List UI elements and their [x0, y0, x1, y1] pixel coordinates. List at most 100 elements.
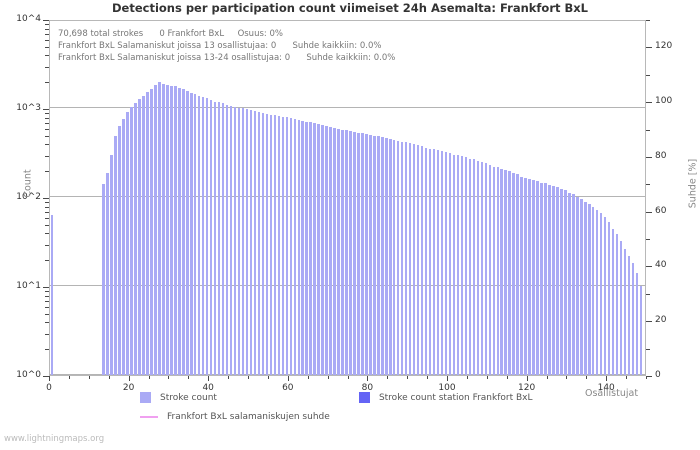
- bar: [134, 102, 137, 375]
- y-axis-left-minor-tick: [45, 295, 49, 297]
- bar: [186, 90, 189, 375]
- y-axis-right-tick-label: 20: [655, 315, 667, 326]
- bar: [170, 85, 173, 375]
- bar: [468, 158, 472, 375]
- bar: [452, 154, 456, 375]
- bar: [162, 83, 165, 375]
- y-axis-right-tick: [646, 47, 652, 49]
- bar: [508, 171, 511, 375]
- annotation-total-strokes: 70,698 total strokes 0 Frankfort BxL Osu…: [58, 29, 283, 39]
- y-axis-right-minor-tick: [646, 293, 650, 295]
- y-axis-left-title: Count: [22, 169, 34, 198]
- bar: [412, 144, 416, 375]
- x-axis-minor-tick: [586, 376, 588, 379]
- y-axis-left-tick: [43, 198, 49, 199]
- y-axis-left-minor-tick: [45, 244, 49, 246]
- bar: [261, 112, 265, 375]
- bar: [174, 86, 177, 375]
- legend-swatch-stroke-count: [140, 392, 151, 403]
- bar: [516, 174, 519, 375]
- y-axis-left-tick: [43, 20, 49, 21]
- y-axis-right-tick-label: 40: [655, 260, 667, 271]
- legend-row-primary: Stroke count Stroke count station Frankf…: [140, 392, 533, 403]
- legend-item-stroke-count[interactable]: Stroke count: [140, 392, 217, 403]
- bar: [249, 109, 253, 375]
- bar: [432, 149, 436, 375]
- bar: [217, 101, 221, 375]
- bar: [512, 173, 515, 375]
- x-axis-minor-tick: [347, 376, 349, 379]
- bar: [353, 131, 356, 375]
- y-axis-left-minor-tick: [45, 135, 49, 137]
- bar: [476, 160, 480, 375]
- bar: [269, 114, 273, 375]
- x-axis-minor-tick: [248, 376, 249, 379]
- watermark-link[interactable]: www.lightningmaps.org: [4, 434, 105, 444]
- bar: [114, 136, 117, 375]
- bar: [496, 167, 499, 375]
- y-axis-left-tick-label: 10^3: [16, 103, 41, 113]
- y-axis-left-minor-tick: [45, 128, 49, 130]
- bar: [385, 138, 388, 375]
- bar: [607, 222, 611, 375]
- bar: [548, 184, 551, 375]
- bar: [321, 125, 324, 375]
- bar: [520, 176, 523, 375]
- y-axis-left-minor-tick: [45, 24, 49, 26]
- bar: [110, 154, 113, 375]
- bar: [596, 209, 599, 375]
- bar: [635, 273, 639, 375]
- bar: [233, 107, 237, 375]
- bar: [309, 122, 312, 375]
- bar: [615, 234, 619, 375]
- y-axis-left-tick: [43, 109, 49, 110]
- x-axis-minor-tick: [88, 376, 90, 379]
- bar: [627, 255, 631, 375]
- x-axis-tick: [287, 376, 289, 381]
- y-axis-left-minor-tick: [45, 171, 49, 173]
- x-axis-tick-label: 40: [202, 383, 214, 393]
- y-axis-left-minor-tick: [45, 82, 49, 84]
- x-axis-minor-tick: [646, 376, 647, 379]
- legend-item-stroke-count-station[interactable]: Stroke count station Frankfort BxL: [358, 392, 533, 403]
- bar: [404, 142, 408, 375]
- x-axis-minor-tick: [407, 376, 409, 379]
- bar: [313, 122, 316, 375]
- plot-area: [49, 20, 646, 376]
- y-axis-left-tick-label: 10^0: [16, 370, 41, 380]
- y-axis-right-title: Suhde [%]: [687, 158, 699, 209]
- y-axis-right-tick-label: 0: [655, 370, 661, 380]
- legend-label-ratio: Frankfort BxL salamaniskujen suhde: [167, 412, 330, 422]
- legend-item-ratio-line[interactable]: Frankfort BxL salamaniskujen suhde: [140, 412, 330, 422]
- bar: [389, 138, 392, 375]
- y-axis-left-minor-tick: [45, 117, 49, 119]
- bar: [592, 206, 595, 375]
- bar: [50, 215, 53, 375]
- y-axis-left-minor-tick: [45, 313, 49, 315]
- legend-swatch-stroke-count-station: [358, 392, 370, 403]
- x-axis-tick-label: 120: [518, 383, 536, 393]
- bar: [122, 118, 125, 375]
- bar: [440, 150, 444, 375]
- y-axis-left-minor-tick: [45, 233, 49, 235]
- y-axis-left-minor-tick: [45, 322, 49, 324]
- y-axis-left-minor-tick: [45, 113, 49, 115]
- y-axis-left-minor-tick: [45, 144, 49, 146]
- y-axis-left-tick-label: 10^4: [16, 14, 41, 24]
- x-axis-minor-tick: [108, 376, 110, 379]
- y-axis-right-tick: [646, 321, 652, 323]
- y-axis-right-tick: [646, 266, 652, 268]
- bar: [150, 89, 153, 375]
- bar: [325, 126, 328, 375]
- x-axis-minor-tick: [168, 376, 170, 379]
- x-axis-tick: [367, 376, 369, 381]
- y-axis-left-minor-tick: [45, 202, 49, 204]
- bar: [182, 88, 185, 375]
- annotation-participants-13-24: Frankfort BxL Salamaniskut joissa 13-24 …: [58, 53, 396, 63]
- y-axis-left-minor-tick: [45, 206, 49, 208]
- y-axis-left-minor-tick: [45, 55, 49, 57]
- y-axis-left-tick: [43, 287, 49, 288]
- bar: [480, 162, 484, 375]
- bar: [225, 105, 229, 375]
